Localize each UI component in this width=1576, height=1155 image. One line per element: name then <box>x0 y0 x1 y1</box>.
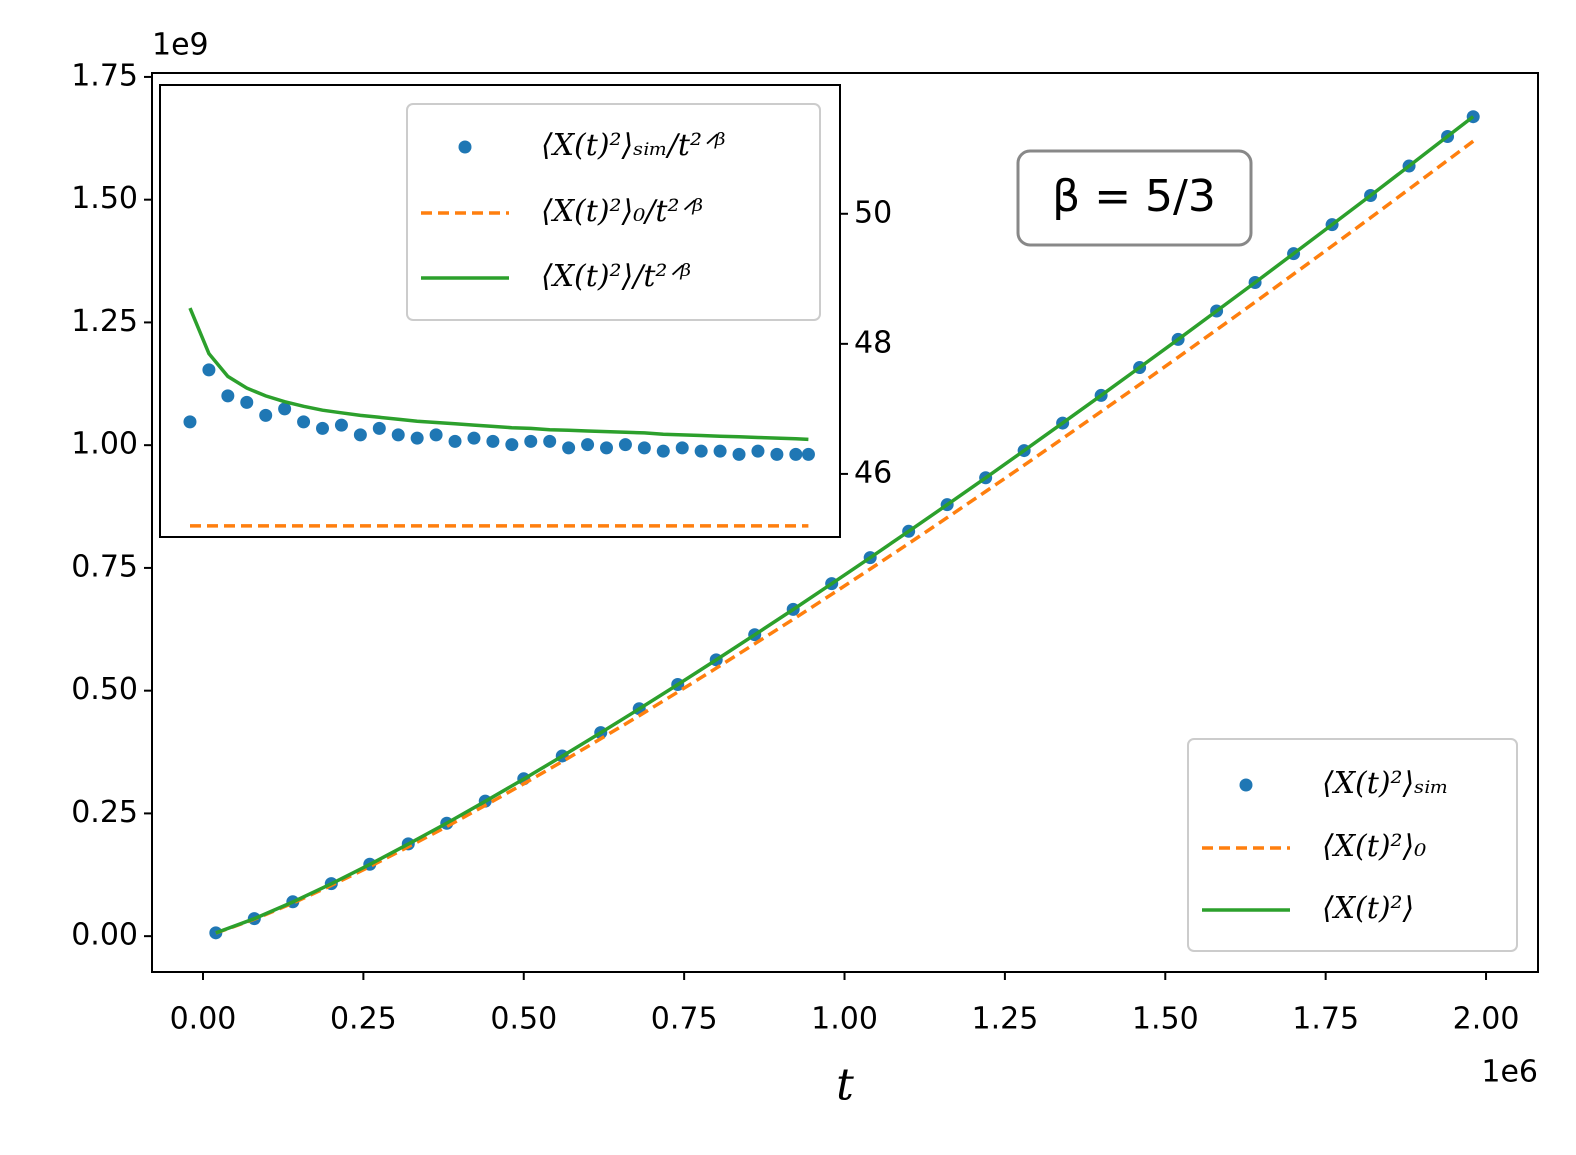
legend-label: ⟨X(t)²⟩ <box>1322 891 1414 926</box>
data-point <box>202 363 216 377</box>
data-point <box>618 438 632 452</box>
data-point <box>467 431 481 445</box>
data-point <box>391 428 405 442</box>
y-tick-label: 0.75 <box>71 549 138 584</box>
series-line <box>188 307 809 442</box>
legend-box <box>406 103 821 321</box>
y-tick-label: 46 <box>854 455 892 490</box>
data-point <box>524 434 538 448</box>
series-line <box>215 139 1475 935</box>
y-tick-label: 1.75 <box>71 58 138 93</box>
x-tick-label: 0.25 <box>330 1002 397 1037</box>
axes-frame <box>151 72 1539 973</box>
series-line <box>215 115 1475 935</box>
data-point <box>486 434 500 448</box>
data-point <box>637 441 651 455</box>
x-tick-label: 2.00 <box>1453 1002 1520 1037</box>
data-point <box>259 408 273 422</box>
y-tick-label: 0.00 <box>71 918 138 953</box>
x-tick-label: 1.50 <box>1132 1002 1199 1037</box>
y-tick-label: 50 <box>854 195 892 230</box>
data-point <box>240 395 254 409</box>
data-point <box>448 434 462 448</box>
data-point <box>801 447 815 461</box>
legend-label: ⟨X(t)²⟩ₛᵢₘ <box>1322 766 1449 801</box>
data-point <box>770 447 784 461</box>
data-point <box>183 415 197 429</box>
x-tick-label: 0.75 <box>651 1002 718 1037</box>
data-point <box>543 434 557 448</box>
y-tick-label: 0.25 <box>71 795 138 830</box>
x-tick-label: 1.00 <box>811 1002 878 1037</box>
x-axis-label: t <box>836 1060 854 1111</box>
data-point <box>713 444 727 458</box>
data-point <box>297 415 311 429</box>
data-point <box>334 418 348 432</box>
y-tick-label: 48 <box>854 325 892 360</box>
data-point <box>316 421 330 435</box>
legend-label: ⟨X(t)²⟩₀ <box>1322 829 1426 864</box>
data-point <box>656 444 670 458</box>
y-tick-label: 1.25 <box>71 304 138 339</box>
x-tick-label: 0.00 <box>170 1002 237 1037</box>
x-tick-label: 1.75 <box>1292 1002 1359 1037</box>
data-point <box>372 421 386 435</box>
y-tick-label: 1.00 <box>71 427 138 462</box>
x-tick-label: 0.50 <box>490 1002 557 1037</box>
data-point <box>694 444 708 458</box>
legend-label: ⟨X(t)²⟩ₛᵢₘ/t²ᐟᵝ <box>541 128 726 163</box>
y-offset-label: 1e9 <box>152 28 209 63</box>
y-tick-label: 1.50 <box>71 181 138 216</box>
data-point <box>599 441 613 455</box>
data-point <box>732 447 746 461</box>
data-point <box>278 402 292 416</box>
data-point <box>751 444 765 458</box>
legend-box <box>1187 738 1518 952</box>
data-point <box>505 438 519 452</box>
x-tick-label: 1.25 <box>971 1002 1038 1037</box>
annotation: β = 5/3 <box>1052 171 1216 222</box>
legend-label: ⟨X(t)²⟩₀/t²ᐟᵝ <box>541 194 703 229</box>
data-point <box>562 441 576 455</box>
data-point <box>789 447 803 461</box>
data-point <box>429 428 443 442</box>
legend-label: ⟨X(t)²⟩/t²ᐟᵝ <box>541 259 691 294</box>
legend-marker <box>458 140 472 154</box>
data-point <box>410 431 424 445</box>
axes-frame <box>159 84 841 538</box>
legend-marker <box>1239 778 1253 792</box>
x-offset-label: 1e6 <box>1481 1055 1538 1090</box>
y-tick-label: 0.50 <box>71 672 138 707</box>
annotation-box <box>1016 149 1253 247</box>
data-point <box>221 389 235 403</box>
data-point <box>675 441 689 455</box>
data-point <box>581 438 595 452</box>
data-point <box>353 428 367 442</box>
